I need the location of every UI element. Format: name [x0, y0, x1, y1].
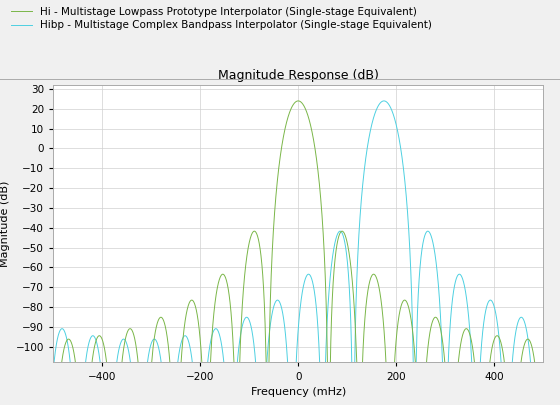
Hi - Multistage Lowpass Prototype Interpolator (Single-stage Equivalent) — [506, 370, 512, 375]
Title: Magnitude Response (dB): Magnitude Response (dB) — [218, 70, 379, 83]
Hibp - Multistage Complex Bandpass Interpolator (Single-stage Equivalent) — [506, 370, 512, 375]
Hibp - Multistage Complex Bandpass Interpolator (Single-stage Equivalent) — [241, 316, 248, 321]
Legend: Hi - Multistage Lowpass Prototype Interpolator (Single-stage Equivalent), Hibp -: Hi - Multistage Lowpass Prototype Interp… — [11, 7, 432, 30]
Hibp - Multistage Complex Bandpass Interpolator (Single-stage Equivalent) — [381, 98, 388, 103]
Line: Hibp - Multistage Complex Bandpass Interpolator (Single-stage Equivalent): Hibp - Multistage Complex Bandpass Inter… — [53, 101, 543, 372]
Hibp - Multistage Complex Bandpass Interpolator (Single-stage Equivalent) — [540, 369, 547, 374]
Hibp - Multistage Complex Bandpass Interpolator (Single-stage Equivalent) — [50, 369, 57, 374]
Hi - Multistage Lowpass Prototype Interpolator (Single-stage Equivalent) — [539, 370, 545, 375]
Hibp - Multistage Complex Bandpass Interpolator (Single-stage Equivalent) — [78, 370, 85, 375]
Hibp - Multistage Complex Bandpass Interpolator (Single-stage Equivalent) — [296, 311, 303, 316]
Hi - Multistage Lowpass Prototype Interpolator (Single-stage Equivalent) — [50, 370, 57, 375]
Y-axis label: Magnitude (dB): Magnitude (dB) — [0, 181, 10, 267]
Hi - Multistage Lowpass Prototype Interpolator (Single-stage Equivalent) — [241, 270, 248, 275]
Hibp - Multistage Complex Bandpass Interpolator (Single-stage Equivalent) — [409, 321, 416, 326]
Hi - Multistage Lowpass Prototype Interpolator (Single-stage Equivalent) — [409, 327, 416, 332]
Hi - Multistage Lowpass Prototype Interpolator (Single-stage Equivalent) — [296, 99, 303, 104]
Hibp - Multistage Complex Bandpass Interpolator (Single-stage Equivalent) — [68, 370, 74, 375]
Hibp - Multistage Complex Bandpass Interpolator (Single-stage Equivalent) — [539, 370, 545, 375]
Hi - Multistage Lowpass Prototype Interpolator (Single-stage Equivalent) — [78, 370, 85, 375]
Hi - Multistage Lowpass Prototype Interpolator (Single-stage Equivalent) — [540, 370, 547, 375]
Hi - Multistage Lowpass Prototype Interpolator (Single-stage Equivalent) — [295, 98, 301, 103]
Line: Hi - Multistage Lowpass Prototype Interpolator (Single-stage Equivalent): Hi - Multistage Lowpass Prototype Interp… — [53, 101, 543, 372]
X-axis label: Frequency (mHz): Frequency (mHz) — [250, 387, 346, 397]
